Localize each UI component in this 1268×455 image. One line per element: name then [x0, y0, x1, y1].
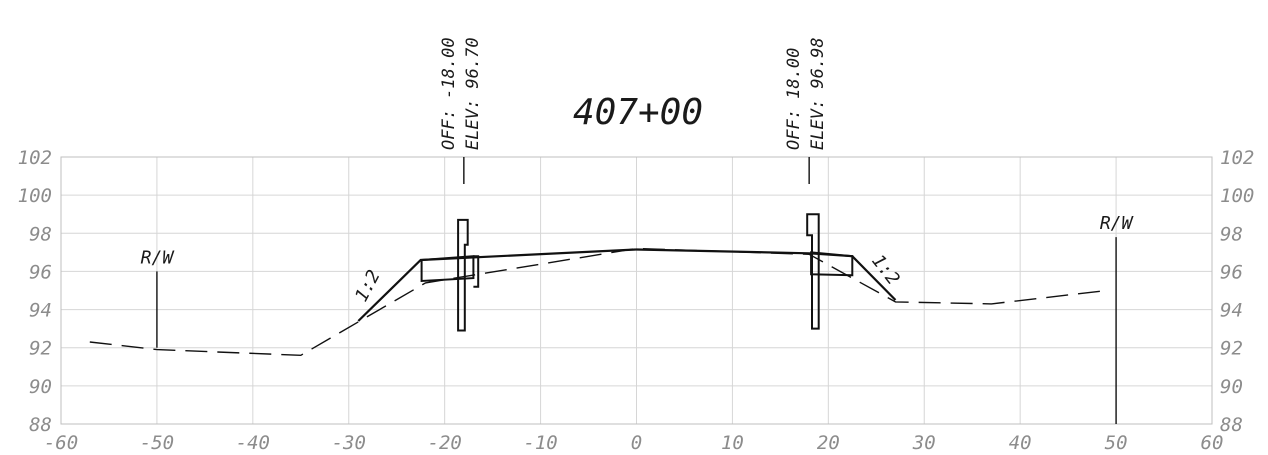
left-curb — [420, 255, 480, 288]
plot-frame — [60, 156, 1213, 425]
x-tick-label: 50 — [1105, 432, 1128, 454]
x-tick-label: -20 — [428, 432, 462, 454]
right-of-way-markers: R/W R/W — [141, 213, 1135, 424]
y-tick-label-right: 96 — [1220, 261, 1243, 283]
rw-label: R/W — [1100, 213, 1135, 234]
x-tick-labels: -60 -50 -40 -30 -20 -10 0 10 20 30 40 50 60 — [44, 432, 1224, 454]
grid — [60, 156, 1213, 425]
x-tick-label: 10 — [721, 432, 744, 454]
barrier-posts — [457, 213, 820, 332]
y-tick-label-right: 98 — [1220, 223, 1243, 245]
y-tick-label-left: 90 — [29, 376, 52, 398]
offset-callouts: OFF: -18.00 ELEV: 96.70 OFF: 18.00 ELEV: 96… — [439, 37, 828, 184]
x-tick-label: -40 — [236, 432, 270, 454]
y-tick-label-right: 94 — [1220, 300, 1243, 322]
proposed-section-line — [357, 248, 897, 322]
y-tick-label-left: 88 — [29, 414, 52, 436]
slope-label: 1:2 — [867, 251, 904, 290]
x-tick-label: -60 — [44, 432, 78, 454]
x-tick-label: -50 — [140, 432, 174, 454]
x-tick-label: 30 — [912, 432, 936, 454]
x-tick-label: 20 — [817, 432, 840, 454]
x-tick-label: 0 — [631, 432, 642, 454]
y-tick-labels-right: 88 90 92 94 96 98 100 102 — [1220, 147, 1254, 436]
y-tick-labels-left: 88 90 92 94 96 98 100 102 — [18, 147, 52, 436]
y-tick-label-right: 100 — [1220, 185, 1254, 207]
y-tick-label-right: 92 — [1220, 338, 1243, 360]
station-label: 407+00 — [573, 92, 703, 133]
x-tick-label: -30 — [332, 432, 366, 454]
existing-ground-line — [89, 247, 1107, 357]
y-tick-label-right: 90 — [1220, 376, 1243, 398]
x-tick-label: -10 — [523, 432, 557, 454]
y-tick-label-left: 102 — [18, 147, 52, 169]
offset-label: OFF: -18.00 — [439, 37, 459, 150]
x-tick-label: 60 — [1201, 432, 1224, 454]
left-barrier-post — [457, 218, 469, 332]
y-tick-label-right: 88 — [1220, 414, 1243, 436]
y-tick-label-left: 98 — [29, 223, 52, 245]
right-barrier-post — [806, 213, 820, 330]
y-tick-label-left: 100 — [18, 185, 52, 207]
offset-label: OFF: 18.00 — [784, 48, 804, 150]
y-tick-label-left: 94 — [29, 300, 52, 322]
rw-label: R/W — [141, 247, 176, 268]
elevation-label: ELEV: 96.70 — [463, 37, 483, 150]
x-tick-label: 40 — [1009, 432, 1032, 454]
elevation-label: ELEV: 96.98 — [808, 37, 828, 150]
y-tick-label-left: 96 — [29, 261, 52, 283]
left-curb-outline — [420, 255, 475, 283]
y-tick-label-right: 102 — [1220, 147, 1254, 169]
left-curb-flange — [473, 255, 480, 288]
y-tick-label-left: 92 — [29, 338, 52, 360]
